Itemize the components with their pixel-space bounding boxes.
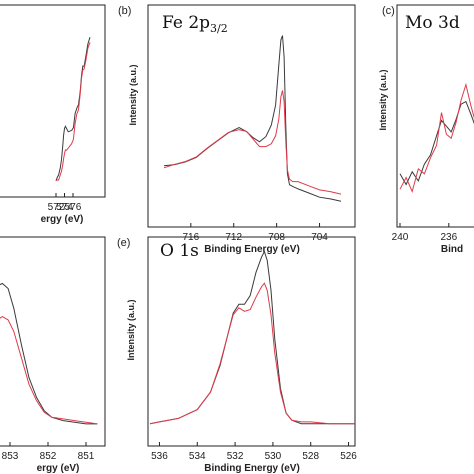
plot-frame [147,4,356,228]
series-line-red [0,316,98,425]
x-tick-label: 851 [78,451,95,462]
x-tick-label: 528 [302,451,319,462]
x-tick-label: 532 [227,451,244,462]
plot-frame [0,236,106,447]
panel-title: Mo 3d [405,13,460,33]
series-line-red [163,90,342,195]
x-tick-label: 853 [2,451,19,462]
plot-frame [396,4,474,228]
x-tick-label: 574 [56,202,73,213]
y-axis-label: Intensity (a.u.) [378,69,388,130]
x-axis-label: Bind [441,244,463,255]
series-line-black [399,100,474,186]
panel-title: O 1s [160,241,199,261]
panel-title-sub: 3/2 [210,22,228,35]
x-axis-label: Binding Energy (eV) [204,244,300,255]
series-line-black [0,282,98,425]
series-line-red [149,282,355,425]
y-axis-label: Intensity (a.u.) [128,64,138,125]
plot-frame [147,236,356,447]
x-tick-label: 572 [48,202,65,213]
series-line-red [55,42,91,182]
x-axis-label: ergy (eV) [37,463,80,474]
series-line-red [399,82,474,194]
panel-title: Fe 2p3/2 [162,13,228,35]
x-tick-label: 536 [151,451,168,462]
panel-label: (b) [118,5,131,17]
x-tick-label: 240 [392,232,409,243]
panel-label: (e) [117,237,130,249]
x-tick-label: 576 [65,202,82,213]
x-axis-label: ergy (eV) [41,214,84,225]
plot-frame [0,4,106,198]
x-tick-label: 530 [265,451,282,462]
x-tick-label: 534 [189,451,206,462]
panel-title-main: Fe 2p [162,13,210,33]
panel-o: 536 534 532 530 528 526 Binding Energy (eV) Int… [117,236,357,474]
panel-label: (c) [382,5,395,17]
x-axis-label: Binding Energy (eV) [204,463,300,474]
series-line-black [149,250,355,425]
x-tick-label: 852 [40,451,57,462]
series-line-black [55,37,91,182]
x-tick-label: 526 [340,451,357,462]
series-line-black [163,35,342,202]
x-tick-label: 236 [440,232,457,243]
y-axis-label: Intensity (a.u.) [126,299,136,360]
